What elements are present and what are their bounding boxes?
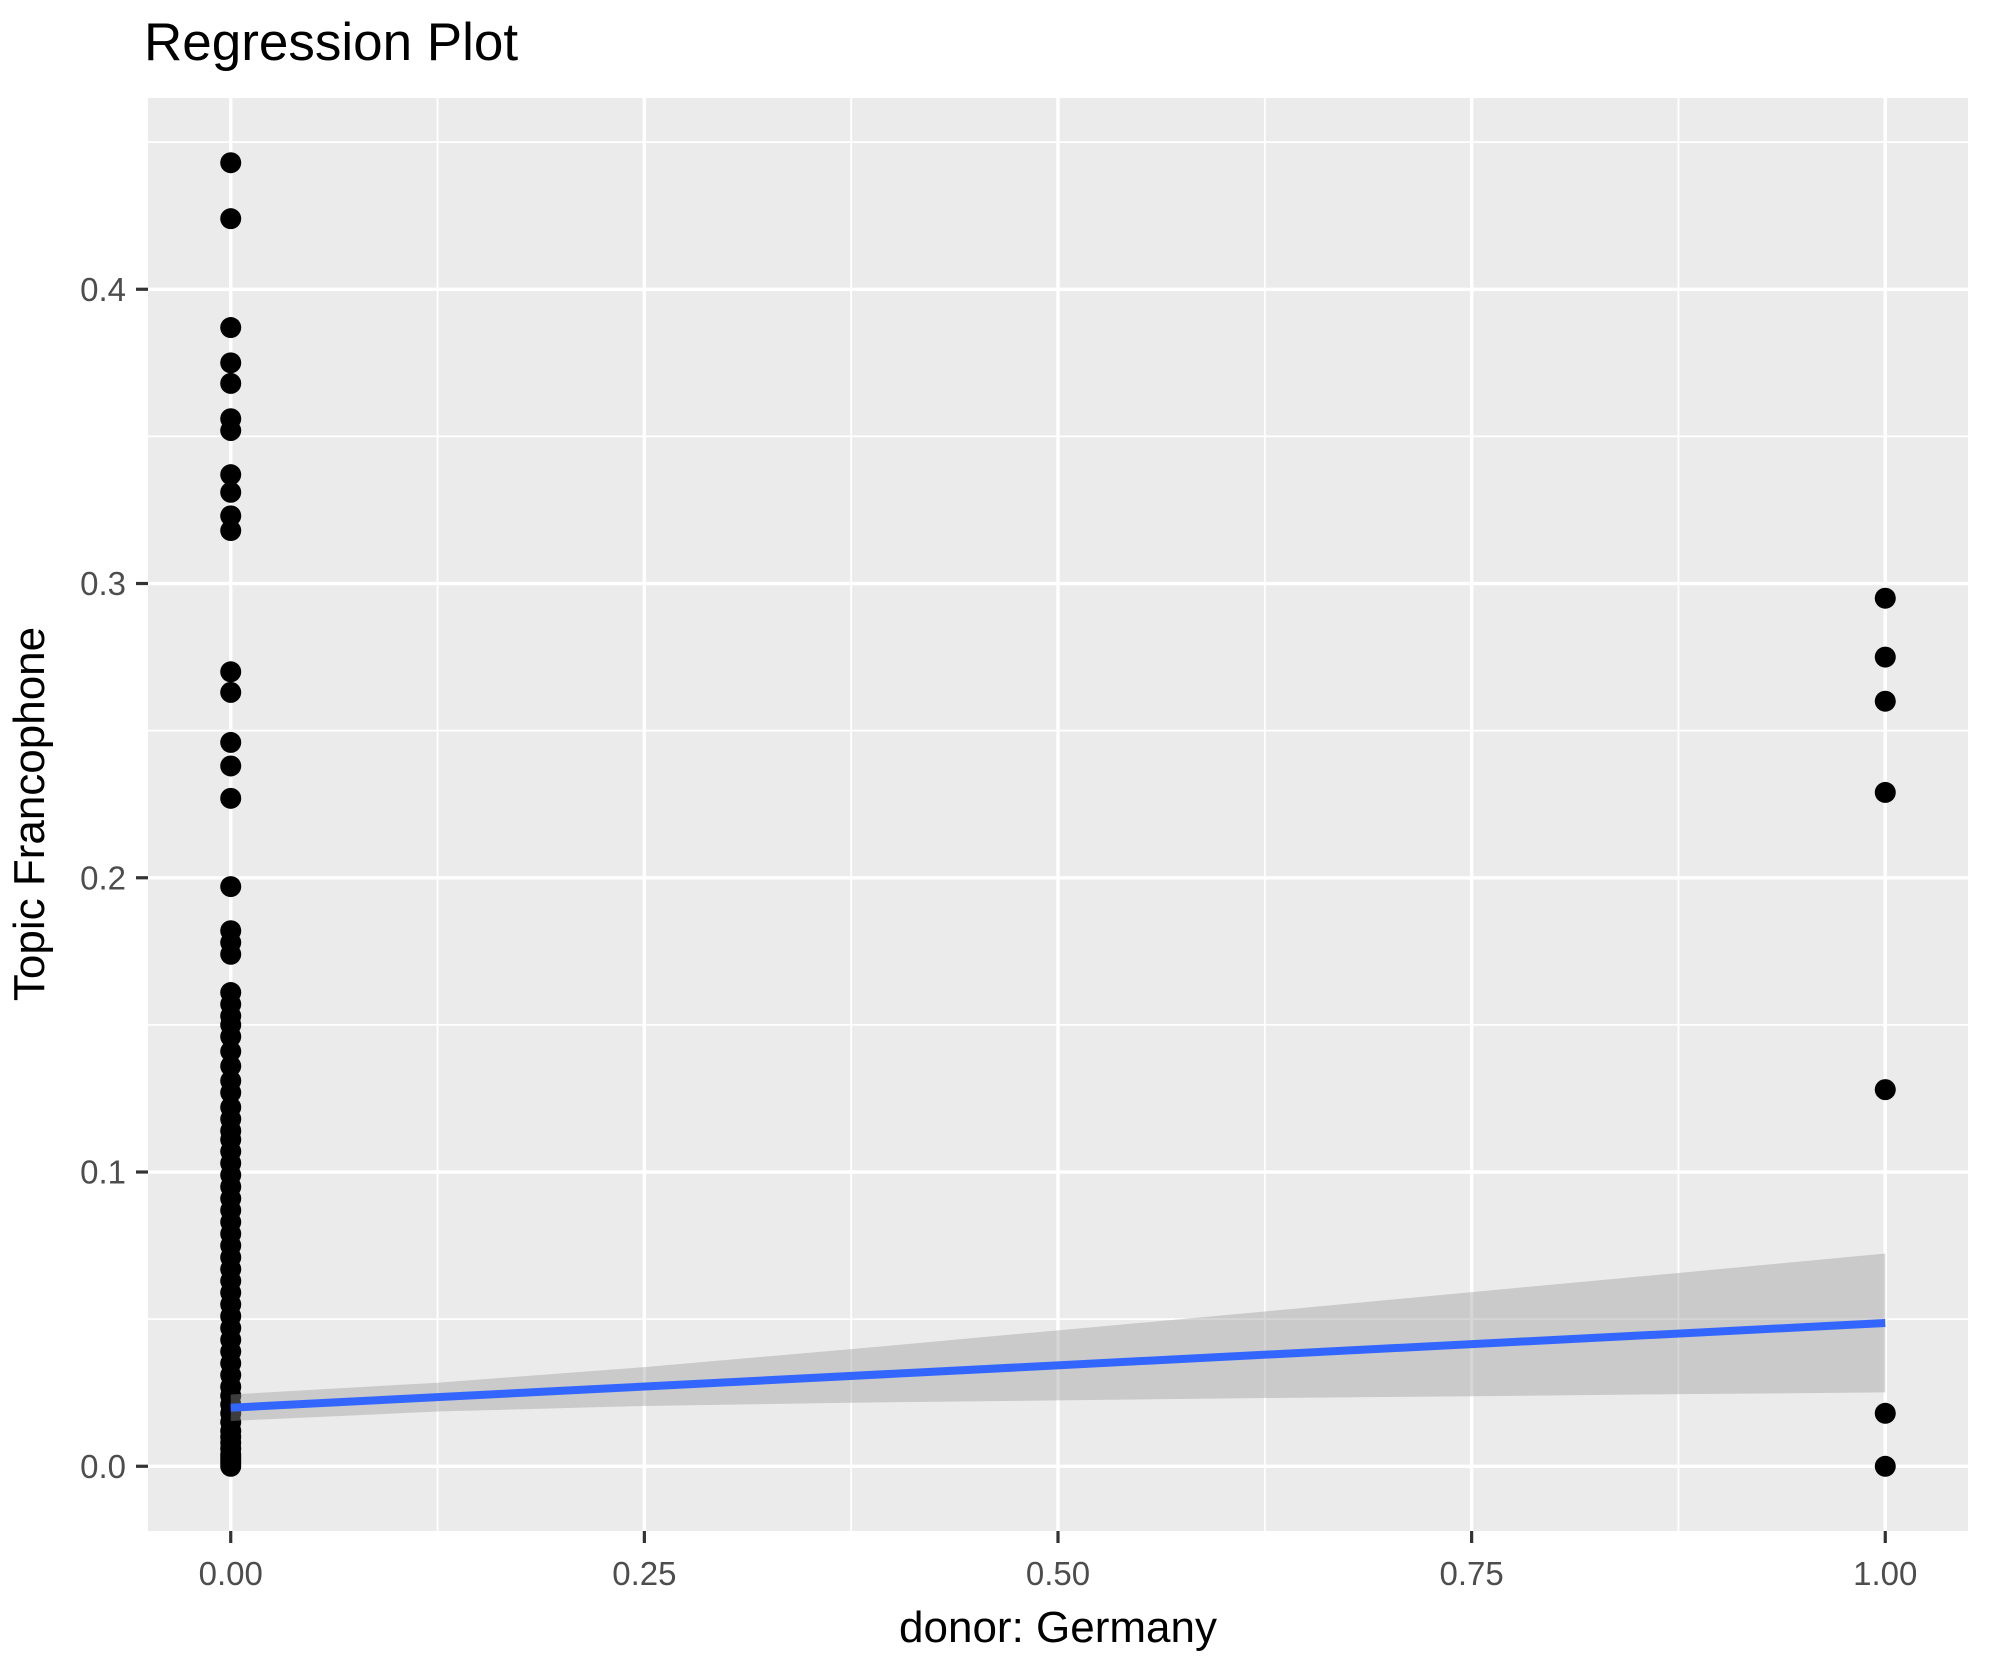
scatter-point — [220, 681, 242, 703]
x-axis-tick-label: 0.50 — [1026, 1555, 1090, 1592]
scatter-point — [220, 1055, 242, 1077]
gridlines-major — [148, 98, 1968, 1531]
scatter-point — [220, 481, 242, 503]
scatter-point — [1874, 587, 1896, 609]
scatter-point — [220, 1082, 242, 1104]
y-axis-tick-label: 0.4 — [80, 271, 126, 308]
y-axis-tick-label: 0.3 — [80, 565, 126, 602]
x-axis-tick-label: 0.75 — [1440, 1555, 1504, 1592]
scatter-point — [1874, 690, 1896, 712]
scatter-point — [1874, 781, 1896, 803]
scatter-point — [220, 505, 242, 527]
y-axis-tick-label: 0.2 — [80, 859, 126, 896]
scatter-point — [220, 876, 242, 898]
scatter-point — [220, 317, 242, 339]
scatter-point — [220, 520, 242, 542]
scatter-point — [220, 755, 242, 777]
scatter-point — [220, 1040, 242, 1062]
scatter-point — [220, 208, 242, 230]
x-axis-title: donor: Germany — [899, 1603, 1217, 1652]
scatter-point — [1874, 646, 1896, 668]
scatter-point — [220, 352, 242, 374]
x-axis-tick-label: 0.00 — [199, 1555, 263, 1592]
scatter-point — [220, 420, 242, 442]
plot-title: Regression Plot — [144, 13, 518, 72]
y-axis-tick-label: 0.0 — [80, 1448, 126, 1485]
scatter-point — [220, 731, 242, 753]
scatter-point — [1874, 1079, 1896, 1101]
scatter-point — [220, 943, 242, 965]
confidence-band — [230, 1253, 1886, 1421]
scatter-point — [220, 661, 242, 683]
x-axis-tick-label: 1.00 — [1853, 1555, 1917, 1592]
regression-line — [230, 1318, 1886, 1412]
scatter-point — [220, 464, 242, 486]
scatter-point — [220, 1455, 242, 1477]
scatter-point — [220, 152, 242, 174]
y-axis-tick-label: 0.1 — [80, 1154, 126, 1191]
scatter-point — [220, 787, 242, 809]
axis-tick-labels: 0.00 0.25 0.50 0.75 1.00 0.0 0.1 0.2 0.3 0.4 — [80, 271, 1917, 1592]
scatter-point — [1874, 1455, 1896, 1477]
y-axis-title: Topic Francophone — [5, 627, 54, 1001]
scatter-point — [220, 1026, 242, 1048]
scatter-point — [1874, 1402, 1896, 1424]
scatter-point — [220, 372, 242, 394]
x-axis-tick-label: 0.25 — [612, 1555, 676, 1592]
axis-tick-marks — [136, 287, 1887, 1543]
